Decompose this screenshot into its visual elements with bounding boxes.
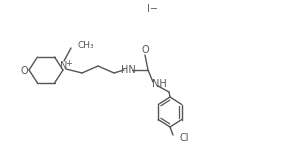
Text: HN: HN xyxy=(121,65,135,75)
Text: N: N xyxy=(60,61,68,71)
Text: O: O xyxy=(141,45,149,55)
Text: CH₃: CH₃ xyxy=(77,40,94,50)
Text: Cl: Cl xyxy=(179,133,189,143)
Text: +: + xyxy=(66,58,72,68)
Text: NH: NH xyxy=(152,79,166,89)
Text: O: O xyxy=(20,66,28,76)
Text: I−: I− xyxy=(146,4,157,14)
